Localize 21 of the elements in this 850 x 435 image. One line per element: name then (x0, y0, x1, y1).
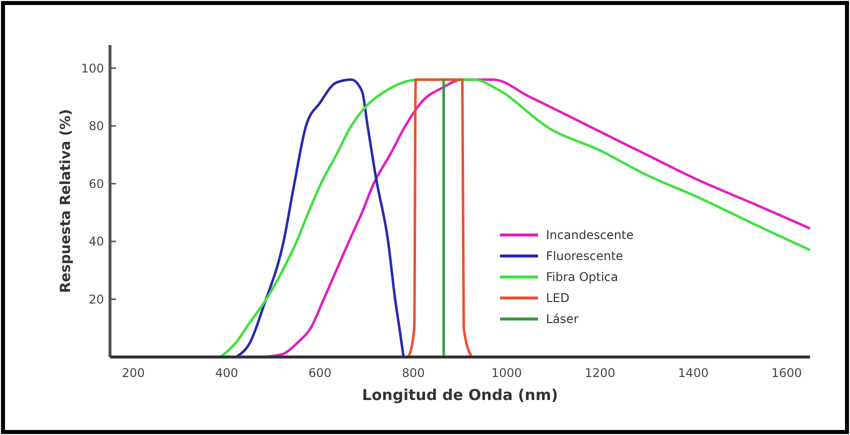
x-tick-label: 800 (402, 366, 425, 380)
legend-label: Incandescente (546, 228, 634, 242)
y-axis-title: Respuesta Relativa (%) (58, 109, 74, 293)
x-axis-title: Longitud de Onda (nm) (362, 386, 558, 404)
x-tick-label: 1200 (584, 366, 616, 380)
legend-label: Fluorescente (546, 249, 624, 264)
x-tick-label: 1600 (771, 366, 802, 380)
legend-label: Fibra Optica (546, 270, 618, 284)
y-tick-label: 100 (81, 61, 104, 76)
x-tick-label: 1000 (491, 366, 522, 380)
y-tick-label: 60 (88, 176, 104, 191)
x-tick-label: 400 (215, 366, 238, 380)
line-series (234, 78, 405, 358)
y-tick-label: 80 (88, 119, 104, 134)
legend-label: Láser (546, 312, 579, 326)
legend-label: LED (546, 291, 570, 306)
x-tick-label: 600 (308, 366, 332, 380)
y-tick-label: 40 (88, 234, 104, 249)
x-tick-label: 1400 (678, 366, 709, 380)
y-tick-label: 20 (88, 292, 104, 306)
x-tick-label: 200 (122, 366, 145, 380)
